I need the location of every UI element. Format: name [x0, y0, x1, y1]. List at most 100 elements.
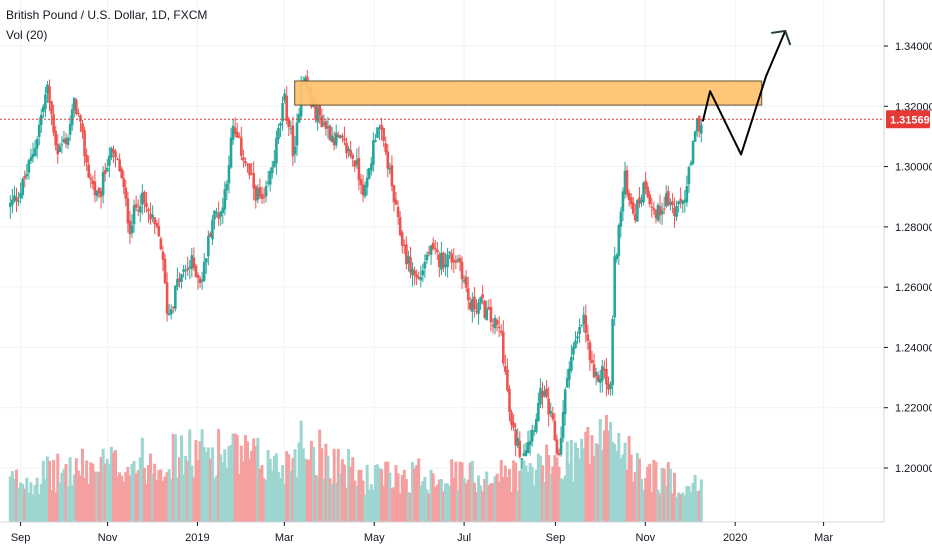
- volume-bar: [627, 435, 631, 522]
- candle-body: [223, 189, 227, 210]
- volume-bar: [307, 459, 311, 522]
- volume-bar: [650, 491, 654, 522]
- volume-bar: [693, 474, 697, 522]
- candle-body: [95, 190, 99, 197]
- candle-body: [640, 200, 643, 203]
- volume-bar: [633, 472, 637, 522]
- volume-bar: [363, 494, 367, 522]
- volume-bar: [532, 485, 536, 522]
- volume-bar: [305, 459, 309, 522]
- candle-body: [161, 251, 165, 260]
- volume-bar: [72, 474, 76, 522]
- volume-bar: [573, 442, 577, 522]
- candle-body: [231, 125, 235, 140]
- volume-bar: [588, 464, 592, 522]
- volume-bar: [159, 469, 163, 522]
- volume-bar: [450, 459, 454, 522]
- volume-bar: [78, 475, 82, 522]
- candle-body: [70, 109, 74, 126]
- candle-body: [81, 123, 84, 132]
- volume-bar: [569, 440, 573, 522]
- volume-bar: [375, 464, 379, 522]
- volume-bar: [124, 472, 128, 522]
- candle-body: [460, 261, 464, 280]
- volume-bar: [283, 483, 287, 522]
- candle-body: [588, 342, 592, 361]
- volume-bar: [670, 493, 674, 522]
- volume-bar: [561, 479, 565, 522]
- volume-bar: [361, 480, 365, 522]
- candle-body: [120, 168, 123, 179]
- volume-bar: [679, 494, 683, 522]
- volume-bar: [111, 452, 115, 522]
- volume-bar: [132, 461, 136, 522]
- volume-bar: [563, 475, 567, 522]
- volume-bar: [685, 485, 689, 522]
- volume-bar: [318, 429, 322, 522]
- volume-bar: [237, 474, 241, 522]
- candle-body: [580, 324, 583, 326]
- candle-body: [378, 127, 381, 129]
- candle-body: [363, 185, 367, 197]
- volume-bar: [118, 472, 122, 522]
- volume-bar: [161, 480, 165, 522]
- candle-body: [147, 209, 150, 212]
- volume-bar: [415, 465, 419, 522]
- volume-bar: [202, 447, 206, 522]
- candle-body: [468, 302, 472, 310]
- volume-bar: [213, 478, 217, 522]
- volume-bar: [648, 463, 652, 522]
- candle-body: [427, 252, 431, 254]
- candle-body: [520, 458, 524, 460]
- volume-bar: [19, 482, 23, 522]
- candle-body: [456, 259, 460, 261]
- candle-body: [285, 95, 289, 121]
- volume-bar: [590, 435, 594, 522]
- candle-body: [33, 148, 37, 157]
- volume-bar: [297, 442, 301, 522]
- volume-bar: [446, 483, 450, 522]
- volume-bar: [365, 464, 369, 522]
- candle-body: [19, 193, 22, 199]
- volume-bar: [105, 458, 109, 522]
- volume-bar: [514, 462, 518, 522]
- candle-body: [600, 366, 604, 381]
- volume-bar: [272, 455, 276, 522]
- candle-body: [365, 177, 369, 188]
- volume-bar: [316, 475, 320, 522]
- volume-bar: [151, 473, 155, 522]
- candle-body: [452, 259, 456, 263]
- volume-bar: [196, 460, 200, 522]
- candle-body: [594, 372, 598, 376]
- candle-body: [532, 430, 536, 433]
- candle-body: [667, 191, 670, 205]
- volume-bar: [417, 458, 421, 522]
- candle-body: [279, 122, 282, 126]
- volume-bar: [557, 466, 561, 522]
- volume-bar: [621, 454, 625, 522]
- volume-bar: [314, 475, 318, 522]
- volume-bar: [264, 479, 268, 522]
- volume-bar: [625, 469, 629, 522]
- candle-body: [126, 198, 130, 224]
- candle-body: [56, 144, 60, 155]
- volume-bar: [256, 437, 260, 522]
- candle-body: [180, 274, 183, 282]
- candle-body: [194, 265, 198, 278]
- candle-body: [229, 137, 233, 168]
- volume-bar: [470, 460, 474, 522]
- candle-body: [9, 202, 12, 207]
- candle-body: [669, 202, 672, 205]
- candle-body: [332, 138, 336, 146]
- volume-bar: [530, 466, 534, 522]
- candle-body: [697, 115, 701, 132]
- volume-bar: [380, 469, 384, 522]
- candle-body: [413, 270, 416, 275]
- candle-body: [438, 254, 441, 268]
- candle-body: [654, 209, 658, 218]
- volume-bar: [83, 477, 87, 522]
- candle-body: [433, 248, 437, 250]
- volume-bar: [538, 455, 542, 522]
- volume-bar: [481, 491, 485, 522]
